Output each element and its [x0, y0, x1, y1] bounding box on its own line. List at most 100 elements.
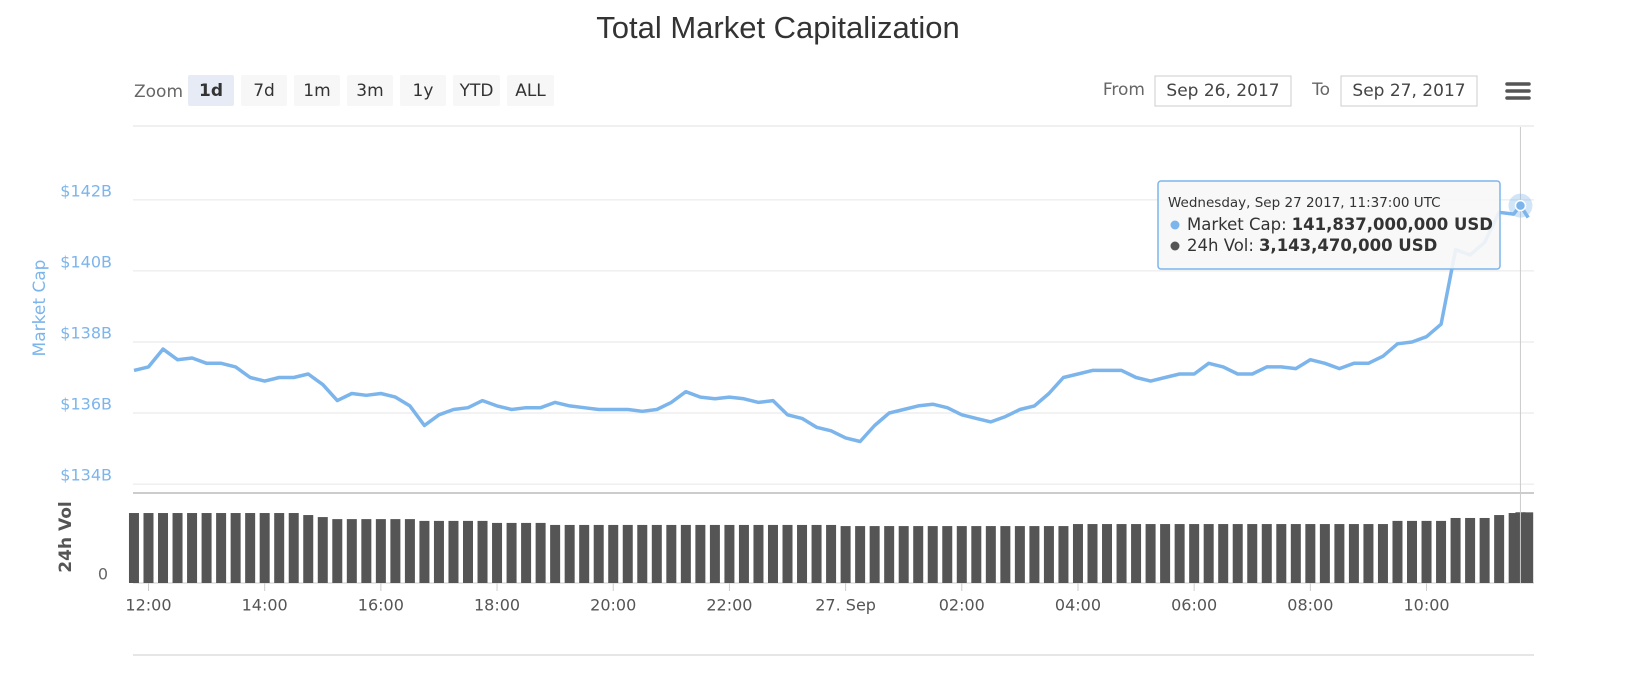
- volume-bar: [1203, 524, 1214, 583]
- volume-bar: [158, 513, 169, 583]
- volume-bar: [1029, 526, 1040, 583]
- volume-bar: [855, 526, 866, 583]
- volume-bar: [753, 524, 764, 583]
- volume-bar: [1508, 513, 1519, 583]
- volume-bar: [1276, 524, 1287, 583]
- volume-bar: [390, 519, 401, 583]
- volume-bar: [230, 513, 241, 583]
- zoom-button[interactable]: 3m: [347, 75, 393, 106]
- volume-bar: [506, 522, 517, 583]
- y-tick-label: $142B: [60, 181, 112, 200]
- volume-bar: [1305, 524, 1316, 583]
- from-value: Sep 26, 2017: [1166, 81, 1279, 101]
- volume-bar: [1189, 524, 1200, 583]
- to-input[interactable]: [1340, 75, 1478, 107]
- volume-bar: [782, 524, 793, 583]
- volume-bar: [1436, 520, 1447, 583]
- zoom-button-bg: [241, 75, 287, 106]
- volume-bar: [245, 513, 256, 583]
- zoom-button[interactable]: ALL: [507, 75, 554, 106]
- tooltip-label: Market Cap:: [1187, 215, 1287, 234]
- zoom-button-label: 7d: [253, 81, 275, 101]
- x-tick-label: 12:00: [125, 596, 171, 615]
- x-tick-label: 16:00: [358, 596, 404, 615]
- volume-bar: [1479, 517, 1490, 583]
- volume-bar: [288, 513, 299, 583]
- volume-bar: [971, 526, 982, 583]
- zoom-button[interactable]: YTD: [453, 75, 500, 106]
- tooltip-value: 141,837,000,000 USD: [1292, 215, 1493, 234]
- volume-bar: [448, 520, 459, 583]
- volume-bar: [1087, 524, 1098, 583]
- from-input[interactable]: [1154, 75, 1292, 107]
- y2-tick-label: 0: [98, 565, 108, 584]
- volume-bar: [477, 520, 488, 583]
- zoom-button-bg: [400, 75, 446, 106]
- volume-bar: [1145, 524, 1156, 583]
- volume-bar: [1363, 524, 1374, 583]
- volume-bar: [1058, 526, 1069, 583]
- menu-button[interactable]: [1505, 82, 1531, 100]
- volume-bar: [216, 513, 227, 583]
- tooltip-label: 24h Vol:: [1187, 236, 1254, 255]
- tooltip: Wednesday, Sep 27 2017, 11:37:00 UTC Mark…: [1157, 180, 1501, 270]
- tooltip-row: 24h Vol: 3,143,470,000 USD: [1187, 236, 1437, 255]
- volume-bar: [521, 522, 532, 583]
- market-cap-line: [133, 203, 1530, 444]
- volume-bar: [651, 524, 662, 583]
- volume-bar: [1465, 517, 1476, 583]
- x-tick-label: 18:00: [474, 596, 520, 615]
- tooltip-row: Market Cap: 141,837,000,000 USD: [1187, 215, 1493, 234]
- volume-bar: [1043, 526, 1054, 583]
- y2-axis-title: 24h Vol: [56, 501, 76, 572]
- volume-bar: [1000, 526, 1011, 583]
- volume-bar: [375, 519, 386, 583]
- zoom-button[interactable]: 1m: [294, 75, 340, 106]
- volume-bar: [1072, 524, 1083, 583]
- y-axis-title: Market Cap: [30, 260, 50, 357]
- volume-bar: [579, 524, 590, 583]
- volume-bar: [811, 524, 822, 583]
- volume-bar: [1174, 524, 1185, 583]
- y-tick-label: $136B: [60, 395, 112, 414]
- volume-bar: [695, 524, 706, 583]
- volume-bar: [797, 524, 808, 583]
- zoom-button[interactable]: 1d: [188, 75, 234, 106]
- volume-bar: [985, 526, 996, 583]
- x-tick-label: 06:00: [1171, 596, 1217, 615]
- volume-bar: [201, 513, 212, 583]
- zoom-button-bg: [188, 75, 234, 106]
- zoom-button-label: 1y: [413, 81, 434, 101]
- hover-marker: [1514, 199, 1527, 212]
- volume-bar: [738, 524, 749, 583]
- zoom-button[interactable]: 7d: [241, 75, 287, 106]
- y-tick-label: $140B: [60, 252, 112, 271]
- volume-bar: [637, 524, 648, 583]
- volume-bar: [317, 517, 328, 583]
- volume-bar: [898, 526, 909, 583]
- volume-bar: [1160, 524, 1171, 583]
- chart-title: Total Market Capitalization: [596, 10, 960, 45]
- zoom-label: Zoom: [134, 82, 183, 102]
- volume-bar: [608, 524, 619, 583]
- volume-bar: [593, 524, 604, 583]
- volume-bar: [1290, 524, 1301, 583]
- volume-bar: [1261, 524, 1272, 583]
- zoom-button-bg: [453, 75, 500, 106]
- volume-bar: [1421, 520, 1432, 583]
- y-tick-label: $138B: [60, 323, 112, 342]
- from-label: From: [1103, 80, 1145, 100]
- zoom-button-label: YTD: [459, 81, 494, 101]
- volume-bar: [840, 526, 851, 583]
- volume-bar: [274, 513, 285, 583]
- volume-bar: [869, 526, 880, 583]
- zoom-group: 1d 7d 1m 3m 1y YTD ALL: [188, 75, 554, 106]
- volume-bar: [463, 520, 474, 583]
- volume-bar: [1523, 512, 1534, 583]
- volume-bar: [767, 524, 778, 583]
- zoom-button[interactable]: 1y: [400, 75, 446, 106]
- volume-bar: [419, 520, 430, 583]
- volume-bar: [1131, 524, 1142, 583]
- zoom-button-bg: [294, 75, 340, 106]
